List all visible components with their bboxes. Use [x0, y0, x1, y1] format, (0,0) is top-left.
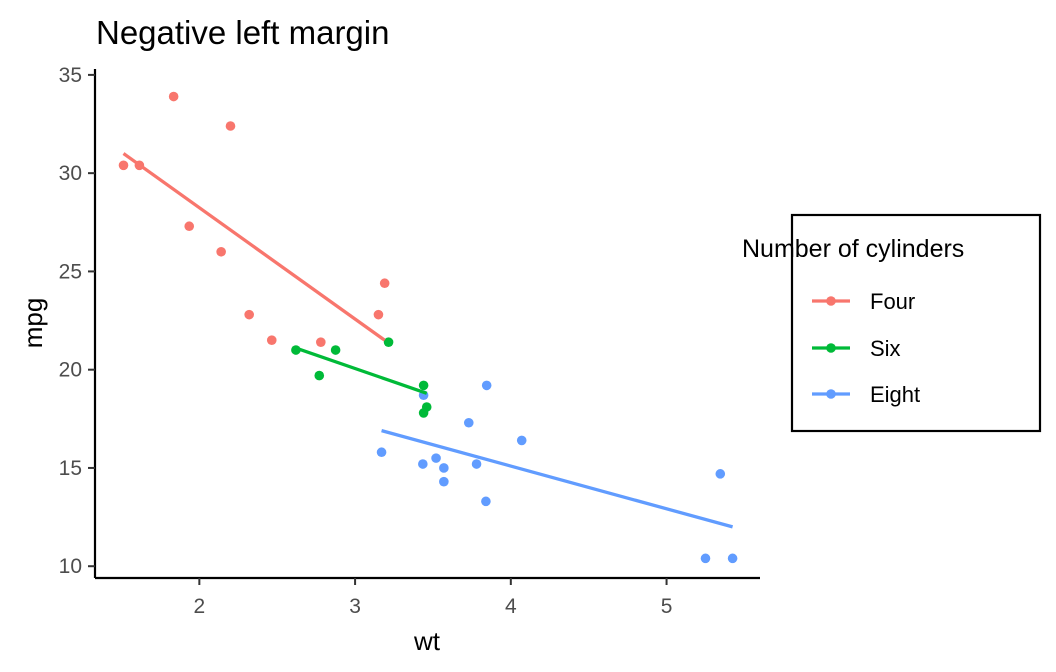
- data-point: [727, 553, 738, 564]
- data-point: [471, 459, 482, 469]
- data-point: [225, 121, 236, 131]
- data-point: [481, 496, 491, 507]
- x-axis-title: wt: [413, 626, 441, 656]
- data-point: [168, 91, 179, 102]
- data-point: [184, 221, 195, 232]
- legend-label-four: Four: [870, 289, 915, 314]
- data-point: [373, 309, 384, 320]
- y-tick-label: 15: [59, 457, 82, 480]
- legend-key-point: [826, 389, 836, 399]
- data-point: [379, 278, 390, 289]
- chart-title: Negative left margin: [96, 14, 389, 51]
- data-point: [330, 345, 341, 355]
- y-tick-label: 35: [59, 64, 82, 87]
- x-tick-label: 2: [194, 595, 206, 618]
- legend: Number of cylinders Four Six Eight: [742, 213, 1042, 433]
- y-tick-label: 30: [59, 162, 82, 185]
- data-point: [715, 469, 726, 479]
- y-tick-label: 10: [59, 555, 82, 578]
- data-point: [244, 309, 254, 320]
- legend-label-eight: Eight: [870, 382, 920, 407]
- legend-label-six: Six: [870, 336, 901, 361]
- data-point: [216, 246, 226, 257]
- fit-line-four: [122, 152, 386, 342]
- data-point: [418, 459, 428, 469]
- series-six: [291, 337, 432, 418]
- legend-keys: Four Six Eight: [812, 289, 920, 407]
- series-eight: [376, 380, 738, 564]
- data-point: [118, 160, 129, 171]
- data-point: [431, 453, 441, 463]
- x-axis-ticks: 2 3 4 5: [194, 578, 673, 618]
- fit-line-eight: [381, 429, 734, 529]
- data-point: [418, 380, 429, 391]
- x-tick-label: 3: [349, 595, 361, 618]
- data-point: [700, 553, 711, 564]
- legend-key-point: [826, 343, 836, 353]
- series-four: [118, 91, 390, 347]
- y-axis-ticks: 10 15 20 25 30 35: [59, 64, 95, 578]
- plot-area: [118, 91, 738, 564]
- y-tick-label: 20: [59, 359, 82, 382]
- data-point: [314, 370, 325, 381]
- data-point: [316, 337, 326, 347]
- data-point: [418, 408, 429, 418]
- y-axis-title: mpg: [18, 298, 48, 349]
- data-point: [376, 447, 387, 458]
- x-tick-label: 5: [661, 595, 673, 618]
- data-point: [481, 380, 492, 391]
- data-point: [439, 476, 449, 487]
- data-point: [516, 435, 527, 446]
- x-tick-label: 4: [505, 595, 517, 618]
- legend-title: Number of cylinders: [742, 235, 964, 263]
- data-point: [463, 417, 474, 428]
- legend-key-point: [826, 296, 836, 306]
- fit-line-six: [295, 346, 428, 395]
- data-point: [439, 463, 449, 473]
- y-tick-label: 25: [59, 260, 82, 283]
- data-point: [266, 335, 277, 346]
- data-point: [383, 337, 394, 347]
